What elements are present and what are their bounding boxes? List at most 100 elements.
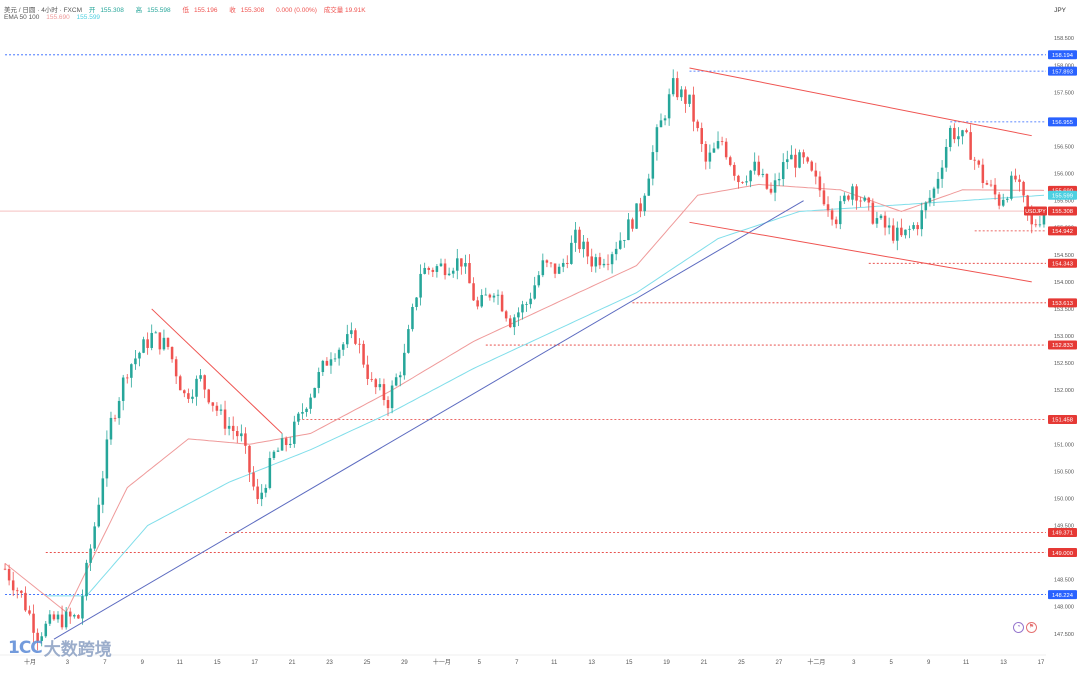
watermark-logo: 1CC [8,637,43,658]
candle-body [407,329,410,353]
candle-body [574,229,577,243]
candle-body [541,260,545,276]
candle-body [113,417,117,419]
clock-icon[interactable]: ◔ [1013,622,1024,633]
candle-body [924,202,928,211]
candle-body [855,186,858,201]
candle-body [582,241,585,250]
ohlc-low: 低 155.196 [182,7,218,14]
candle-body [117,400,121,419]
candle-body [1018,179,1021,182]
ema-legend[interactable]: EMA 50 100 155.690 155.599 [4,14,105,21]
candle-body [435,266,439,272]
candle-body [97,504,101,527]
candle-body [875,218,879,224]
candle-body [667,94,671,119]
trendline-channel-top [689,67,1032,137]
candle-body [553,263,557,274]
candle-body [374,379,378,388]
price-label-bg [1048,340,1077,350]
candle-body [631,219,634,229]
flag-icon[interactable]: ⚑ [1026,622,1037,633]
y-tick-label: 152.500 [1054,361,1074,367]
candle-body [337,349,341,359]
candle-body [1026,195,1029,213]
y-tick-label: 155.500 [1054,199,1074,205]
candle-body [219,409,223,411]
candle-body [908,228,911,230]
x-tick-label: 13 [1000,660,1007,666]
candle-body [733,164,736,176]
candle-body [1042,214,1046,225]
candle-body [948,127,952,147]
price-label: 151.458 [1052,418,1073,424]
candle-body [317,372,321,388]
candle-body [517,312,520,318]
candle-body [301,412,304,414]
x-tick-label: 23 [326,660,333,666]
candle-body [623,240,626,241]
candle-body [944,146,948,168]
candle-body [236,430,239,437]
y-tick-label: 148.000 [1054,605,1074,611]
candle-body [916,225,919,230]
y-tick-label: 148.500 [1054,578,1074,584]
price-label-bg [1048,190,1077,200]
candle-body [350,330,353,335]
candle-body [121,377,125,401]
candle-body [953,127,956,140]
candle-body [594,257,598,267]
candle-body [244,433,247,446]
candle-body [1034,224,1038,226]
y-tick-label: 156.000 [1054,172,1074,178]
symbol-tag-bg [1024,206,1047,216]
candle-body [252,472,255,487]
candle-body [456,258,459,271]
candle-body [427,267,431,270]
ema100-line [45,194,1045,597]
candle-body [488,294,492,298]
candle-body [1030,212,1034,225]
candle-body [781,162,785,180]
price-label-bg [1048,226,1077,236]
candle-body [981,164,985,183]
ema-label: EMA 50 100 [4,14,40,21]
candle-body [40,636,43,641]
candle-body [826,204,830,211]
candle-body [150,332,153,348]
candle-body [419,273,422,298]
y-tick-label: 151.000 [1054,442,1074,448]
price-label-bg [1048,548,1077,558]
candle-body [44,623,48,637]
chart-corner-icons[interactable]: ◔ ⚑ [1013,622,1037,633]
candle-body [557,266,561,274]
candle-body [606,263,610,265]
candle-body [843,195,846,202]
candle-body [985,182,989,185]
y-tick-label: 158.000 [1054,63,1074,69]
candle-body [1001,199,1005,206]
candle-body [863,197,866,201]
candle-body [769,188,773,193]
candle-body [896,227,899,241]
candle-body [802,152,805,158]
candle-body [647,178,651,196]
candle-body [56,614,60,620]
candle-body [700,128,703,145]
candle-body [199,375,202,379]
candle-body [195,378,198,397]
y-tick-label: 154.000 [1054,280,1074,286]
price-label-bg [1048,50,1077,60]
trendline-down [151,308,283,434]
candle-body [724,141,728,158]
trendline-support [53,200,804,640]
price-label: 156.955 [1052,120,1073,126]
candle-body [370,378,373,380]
x-tick-label: 21 [701,660,708,666]
x-tick-label: 9 [927,660,931,666]
candle-body [256,486,259,500]
candle-body [790,154,793,160]
candle-body [513,317,516,328]
